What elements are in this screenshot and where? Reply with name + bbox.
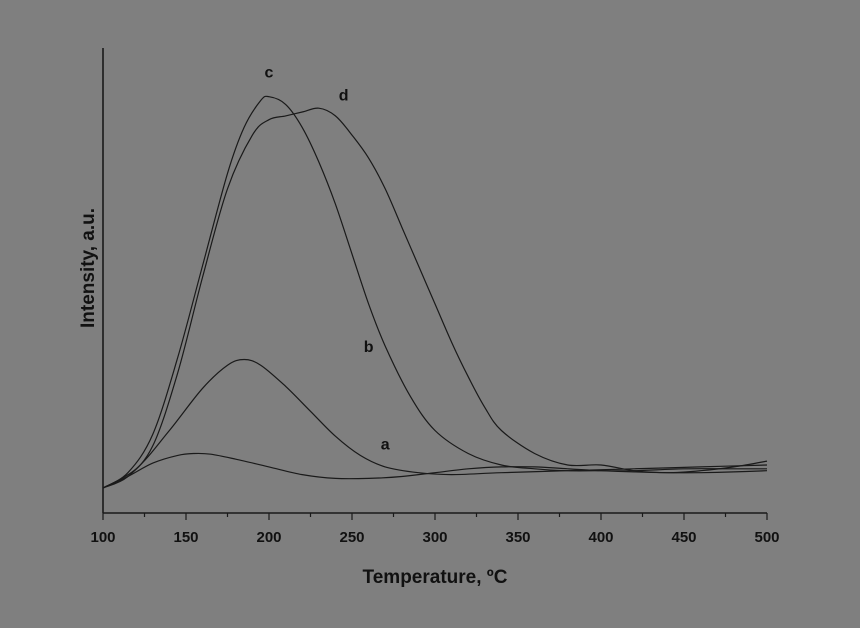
x-tick-label: 250 bbox=[339, 529, 364, 546]
x-tick-label: 100 bbox=[90, 529, 115, 546]
x-tick-label: 500 bbox=[754, 529, 779, 546]
series-label-d: d bbox=[339, 88, 349, 105]
series-line-c bbox=[102, 95, 767, 489]
x-tick-label: 350 bbox=[505, 529, 530, 546]
series-label-c: c bbox=[265, 65, 274, 82]
curves bbox=[102, 95, 768, 489]
x-tick-label: 150 bbox=[173, 529, 198, 546]
x-ticks: 100 150 200 250 300 350 400 450 500 bbox=[90, 513, 780, 546]
series-label-b: b bbox=[364, 339, 374, 356]
series-label-a: a bbox=[381, 437, 390, 454]
x-tick-label: 200 bbox=[256, 529, 281, 546]
series-labels: a b c d bbox=[265, 65, 390, 454]
y-axis-title: Intensity, a.u. bbox=[78, 208, 99, 328]
x-tick-label: 400 bbox=[588, 529, 613, 546]
plot-area: 100 150 200 250 300 350 400 450 500 a b c d bbox=[90, 48, 780, 546]
series-line-d bbox=[102, 107, 768, 489]
series-line-b bbox=[102, 358, 768, 489]
x-tick-label: 450 bbox=[671, 529, 696, 546]
x-axis-title: Temperature, ºC bbox=[363, 567, 508, 588]
series-line-a bbox=[102, 452, 768, 489]
x-tick-label: 300 bbox=[422, 529, 447, 546]
